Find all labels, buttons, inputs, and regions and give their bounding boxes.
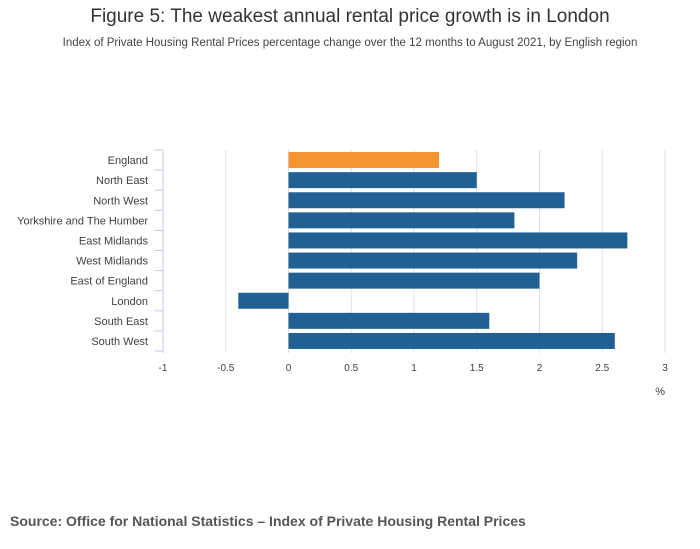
x-tick-label: 2.5 xyxy=(595,363,609,374)
bar-east-midlands[interactable] xyxy=(288,232,628,249)
x-axis-unit-label: % xyxy=(655,386,665,398)
bar-south-west[interactable] xyxy=(288,332,615,349)
category-label: Yorkshire and The Humber xyxy=(17,215,148,227)
category-label: East of England xyxy=(70,276,148,288)
bar-north-west[interactable] xyxy=(288,192,565,209)
x-tick-labels: -1 -0.5 0 0.5 1 1.5 2 2.5 3 xyxy=(159,363,669,374)
category-labels: England North East North West Yorkshire and… xyxy=(17,155,148,348)
category-label: South West xyxy=(91,336,148,348)
bar-north-east[interactable] xyxy=(288,172,477,189)
bar-east-of-england[interactable] xyxy=(288,272,540,289)
chart-subtitle: Index of Private Housing Rental Prices p… xyxy=(62,37,638,49)
category-label: West Midlands xyxy=(76,256,148,268)
x-tick-label: 1 xyxy=(411,363,417,374)
x-tick-label: 3 xyxy=(662,363,668,374)
bars xyxy=(238,152,628,349)
category-label: North East xyxy=(96,175,148,187)
x-tick-label: 1.5 xyxy=(470,363,484,374)
category-label: South East xyxy=(94,316,148,328)
x-tick-label: 0.5 xyxy=(344,363,358,374)
category-label: London xyxy=(111,296,148,308)
bar-london[interactable] xyxy=(238,292,289,309)
bar-yorkshire-and-the-humber[interactable] xyxy=(288,212,515,229)
source-note: Source: Office for National Statistics –… xyxy=(10,513,526,529)
bar-chart: England North East North West Yorkshire and… xyxy=(17,149,669,398)
x-tick-label: 0 xyxy=(286,363,292,374)
x-tick-label: -1 xyxy=(159,363,168,374)
category-label: East Midlands xyxy=(79,235,149,247)
bar-south-east[interactable] xyxy=(288,312,490,329)
chart-title: Figure 5: The weakest annual rental pric… xyxy=(90,6,610,27)
bar-england[interactable] xyxy=(288,152,440,169)
category-label: North West xyxy=(93,195,148,207)
category-label: England xyxy=(108,155,148,167)
y-axis xyxy=(155,149,164,353)
bar-west-midlands[interactable] xyxy=(288,252,578,269)
x-tick-label: -0.5 xyxy=(217,363,235,374)
x-tick-label: 2 xyxy=(537,363,543,374)
